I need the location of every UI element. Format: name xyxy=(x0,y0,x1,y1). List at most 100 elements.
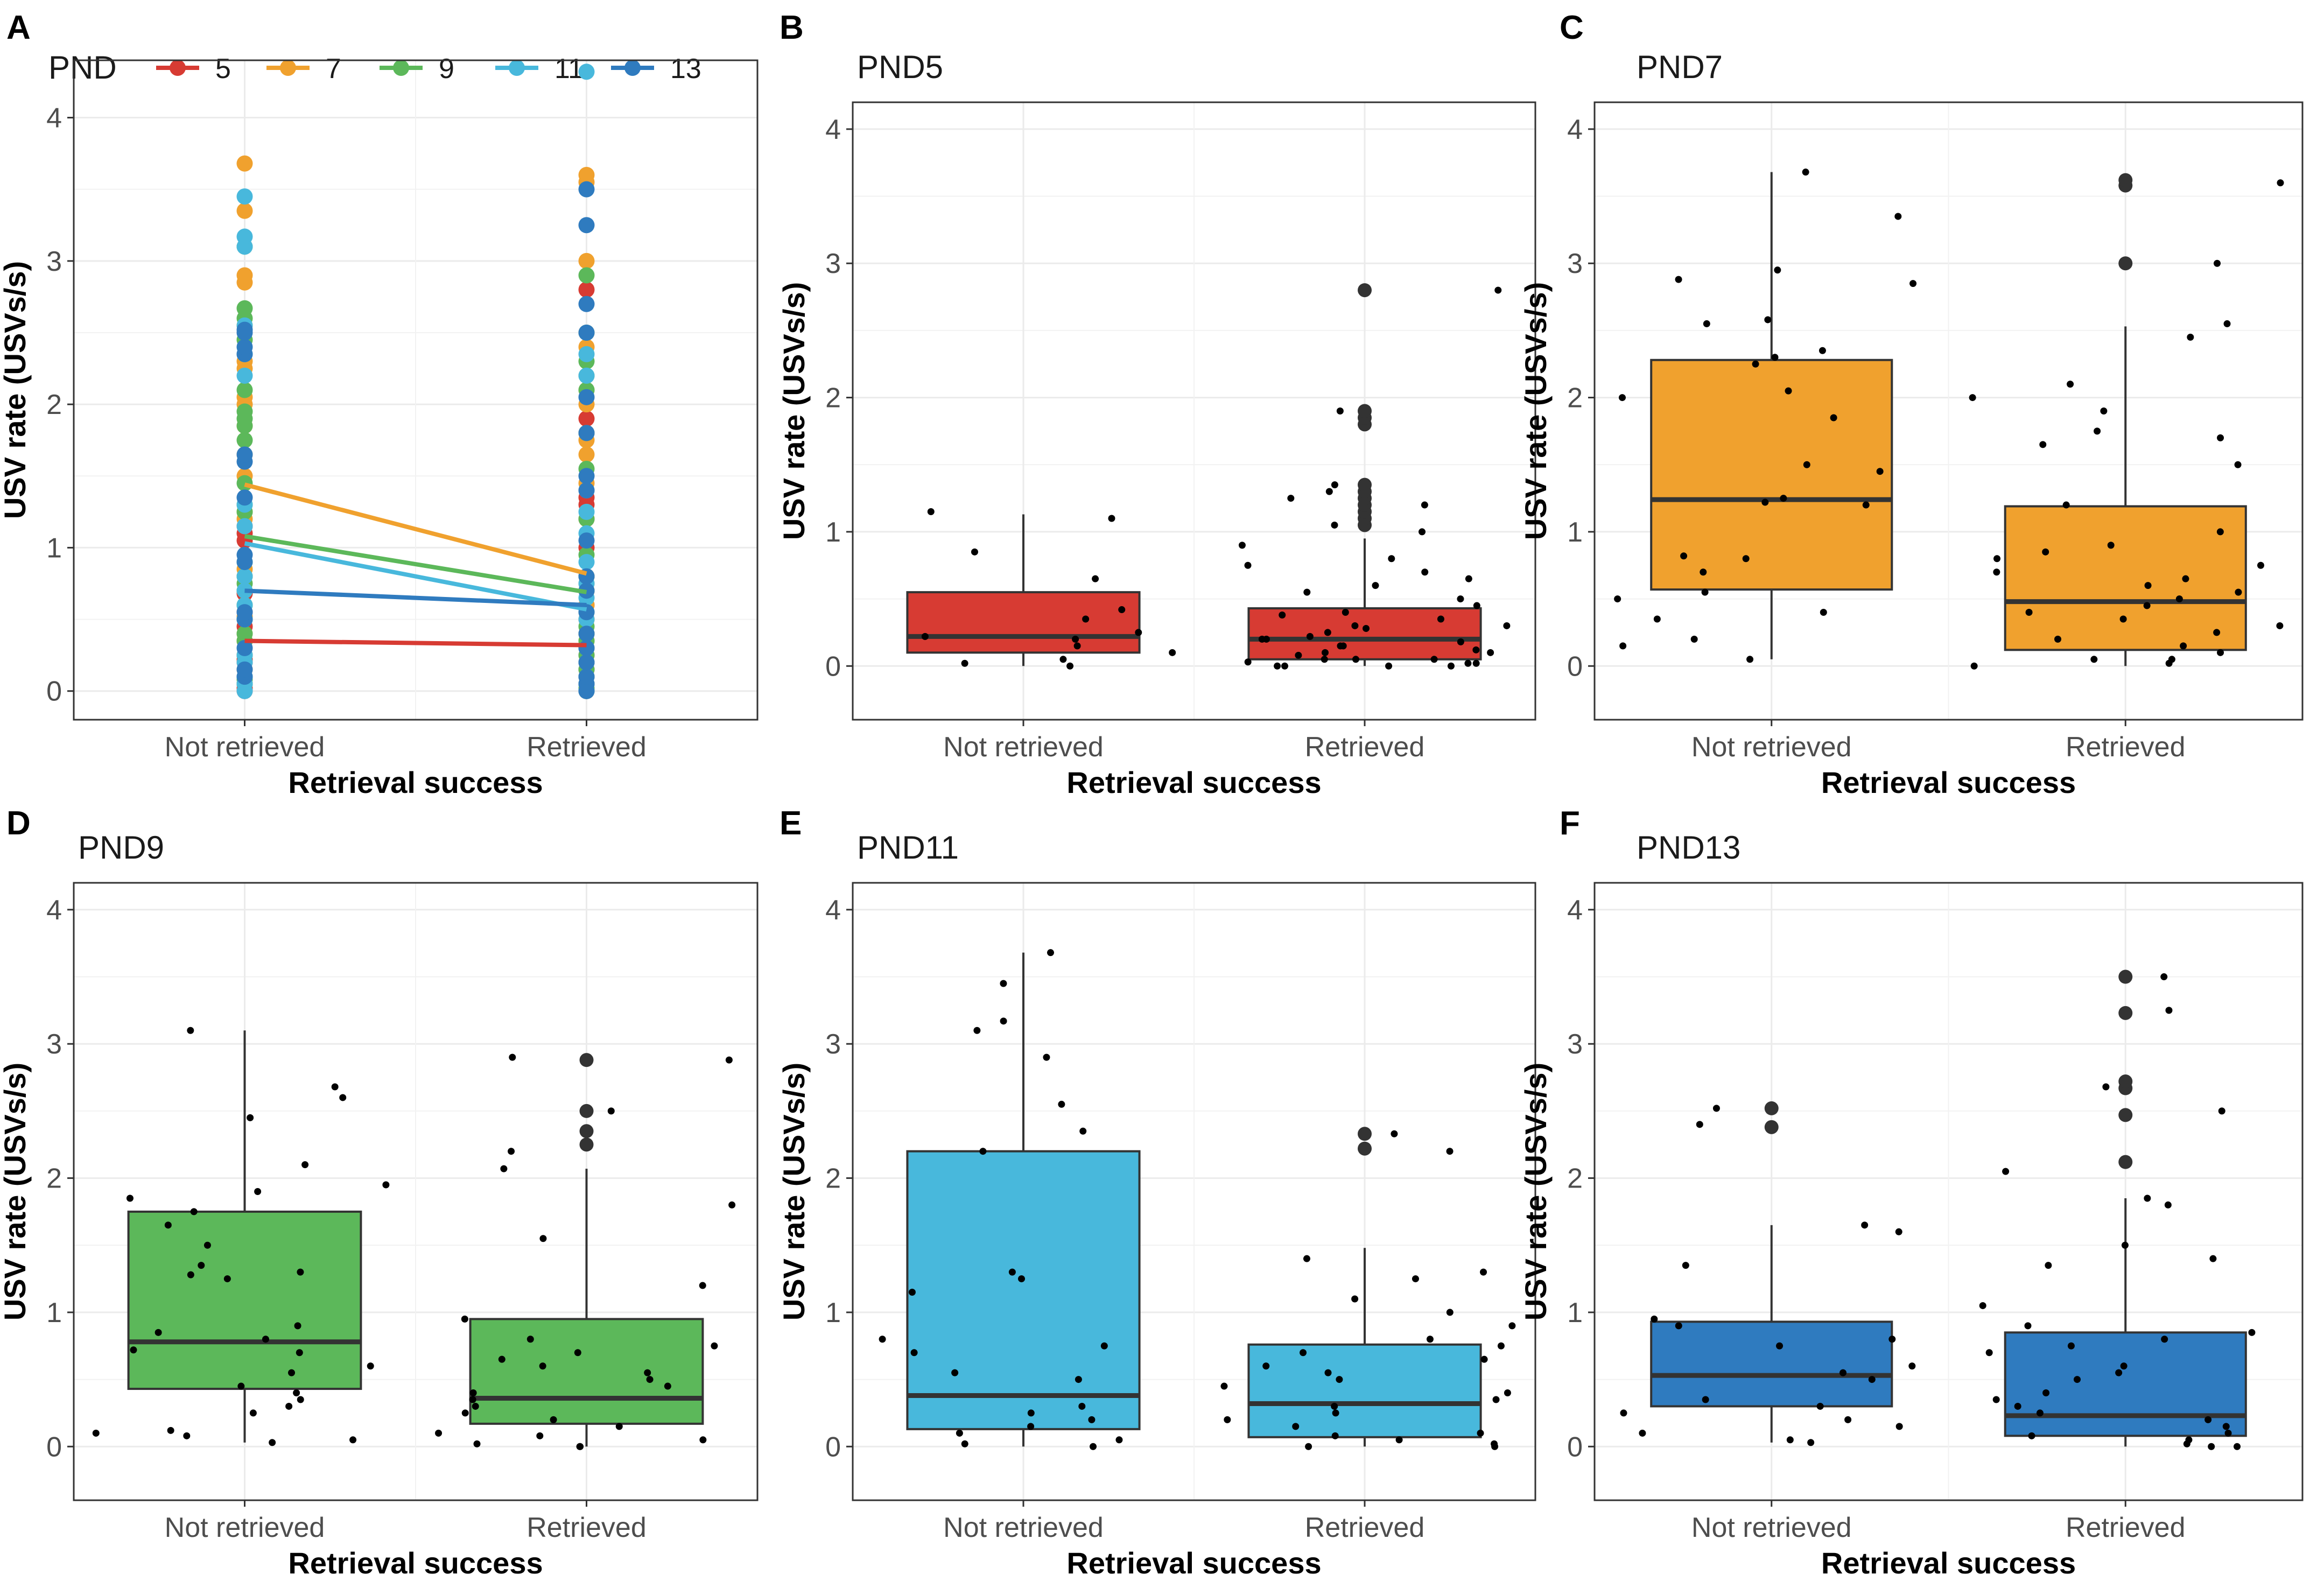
outlier-point xyxy=(2118,1074,2133,1089)
jitter-point xyxy=(1492,1396,1500,1403)
jitter-point xyxy=(927,508,935,516)
data-point xyxy=(236,640,253,656)
panel-b: B PND5 0 1 2 3 4 Not retrieved RetrievedRetrieva… xyxy=(777,9,1536,799)
jitter-point xyxy=(2161,1336,2168,1343)
jitter-point xyxy=(2208,1443,2215,1450)
data-point xyxy=(578,64,595,80)
jitter-point xyxy=(725,1056,733,1064)
y-tick-label: 3 xyxy=(1567,1029,1583,1060)
jitter-point xyxy=(2217,434,2224,441)
outlier-point xyxy=(2118,1108,2133,1122)
data-point xyxy=(236,403,253,420)
y-tick-label: 4 xyxy=(1567,895,1583,926)
jitter-point xyxy=(1993,568,2000,576)
y-tick-label: 2 xyxy=(825,1163,841,1194)
y-tick-label: 3 xyxy=(825,1029,841,1060)
jitter-point xyxy=(2054,635,2062,643)
y-tick-label: 1 xyxy=(825,517,841,548)
outlier-point xyxy=(579,1104,594,1118)
jitter-point xyxy=(1339,642,1347,650)
jitter-point xyxy=(1027,1423,1035,1430)
jitter-point xyxy=(1274,662,1281,670)
outlier-point xyxy=(2118,173,2133,187)
jitter-point xyxy=(2257,561,2264,569)
jitter-point xyxy=(2248,1329,2256,1336)
jitter-point xyxy=(2025,609,2033,616)
x-axis-title: Retrieval success xyxy=(1066,1546,1321,1580)
jitter-point xyxy=(1504,1389,1511,1397)
jitter-point xyxy=(2119,615,2127,623)
jitter-point xyxy=(1324,629,1331,636)
jitter-point xyxy=(1331,481,1338,489)
jitter-point xyxy=(1653,615,1661,623)
data-point xyxy=(578,554,595,571)
y-tick-label: 2 xyxy=(825,383,841,414)
jitter-point xyxy=(1752,360,1759,368)
outlier-point xyxy=(579,1137,594,1152)
jitter-point xyxy=(469,1396,476,1403)
jitter-point xyxy=(1472,646,1480,654)
box-retrieved xyxy=(1969,173,2284,670)
x-tick-label: Not retrieved xyxy=(1691,732,1852,763)
data-point xyxy=(578,468,595,484)
jitter-point xyxy=(285,1402,293,1410)
jitter-point xyxy=(1776,1342,1784,1350)
outlier-point xyxy=(2118,256,2133,271)
outlier-point xyxy=(579,1053,594,1067)
series-line-11 xyxy=(244,541,587,612)
jitter-point xyxy=(1305,1443,1312,1450)
box-body xyxy=(127,1210,362,1390)
jitter-point xyxy=(1803,461,1810,468)
y-tick-label: 3 xyxy=(825,248,841,279)
data-point xyxy=(578,282,595,298)
box-body xyxy=(469,1318,704,1425)
y-axis-title: USV rate (USVs/s) xyxy=(1519,282,1553,540)
jitter-point xyxy=(1771,354,1779,361)
jitter-point xyxy=(1457,595,1464,603)
jitter-point xyxy=(536,1432,544,1439)
jitter-point xyxy=(1332,1409,1339,1417)
jitter-point xyxy=(951,1369,959,1376)
jitter-point xyxy=(2121,1241,2129,1249)
y-axis-title: USV rate (USVs/s) xyxy=(777,1063,811,1320)
box-retrieved xyxy=(435,1053,736,1450)
jitter-point xyxy=(1446,1309,1454,1316)
jitter-point xyxy=(1027,1409,1035,1417)
jitter-point xyxy=(711,1342,718,1350)
jitter-point xyxy=(1336,1376,1343,1383)
outlier-point xyxy=(1358,1141,1372,1156)
jitter-point xyxy=(297,1268,304,1276)
jitter-point xyxy=(1985,1349,1993,1357)
x-axis-title: Retrieval success xyxy=(288,765,543,799)
y-tick-label: 1 xyxy=(1567,1297,1583,1329)
jitter-point xyxy=(247,1114,254,1121)
data-point xyxy=(578,446,595,463)
jitter-point xyxy=(1618,394,1626,402)
jitter-point xyxy=(293,1389,300,1397)
jitter-point xyxy=(1969,394,1976,402)
panel-border xyxy=(73,59,759,721)
legend-label: 9 xyxy=(439,53,454,85)
jitter-point xyxy=(2002,1168,2010,1175)
jitter-point xyxy=(1108,515,1115,522)
jitter-point xyxy=(187,1027,194,1034)
jitter-point xyxy=(1118,606,1126,614)
jitter-point xyxy=(164,1221,172,1229)
jitter-point xyxy=(1690,635,1698,643)
jitter-point xyxy=(294,1322,301,1330)
data-point xyxy=(578,324,595,341)
jitter-point xyxy=(1473,602,1480,609)
jitter-point xyxy=(2094,427,2101,435)
jitter-point xyxy=(1331,521,1338,529)
data-point xyxy=(236,267,253,284)
jitter-point xyxy=(1477,1429,1484,1437)
outlier-point xyxy=(1358,283,1372,298)
jitter-point xyxy=(509,1053,516,1061)
jitter-point xyxy=(1895,1423,1903,1430)
jitter-point xyxy=(498,1355,505,1363)
jitter-point xyxy=(1480,1355,1488,1363)
jitter-point xyxy=(1992,1396,2000,1403)
jitter-point xyxy=(1696,1121,1703,1128)
jitter-point xyxy=(1412,1275,1419,1283)
jitter-point xyxy=(1619,642,1627,650)
